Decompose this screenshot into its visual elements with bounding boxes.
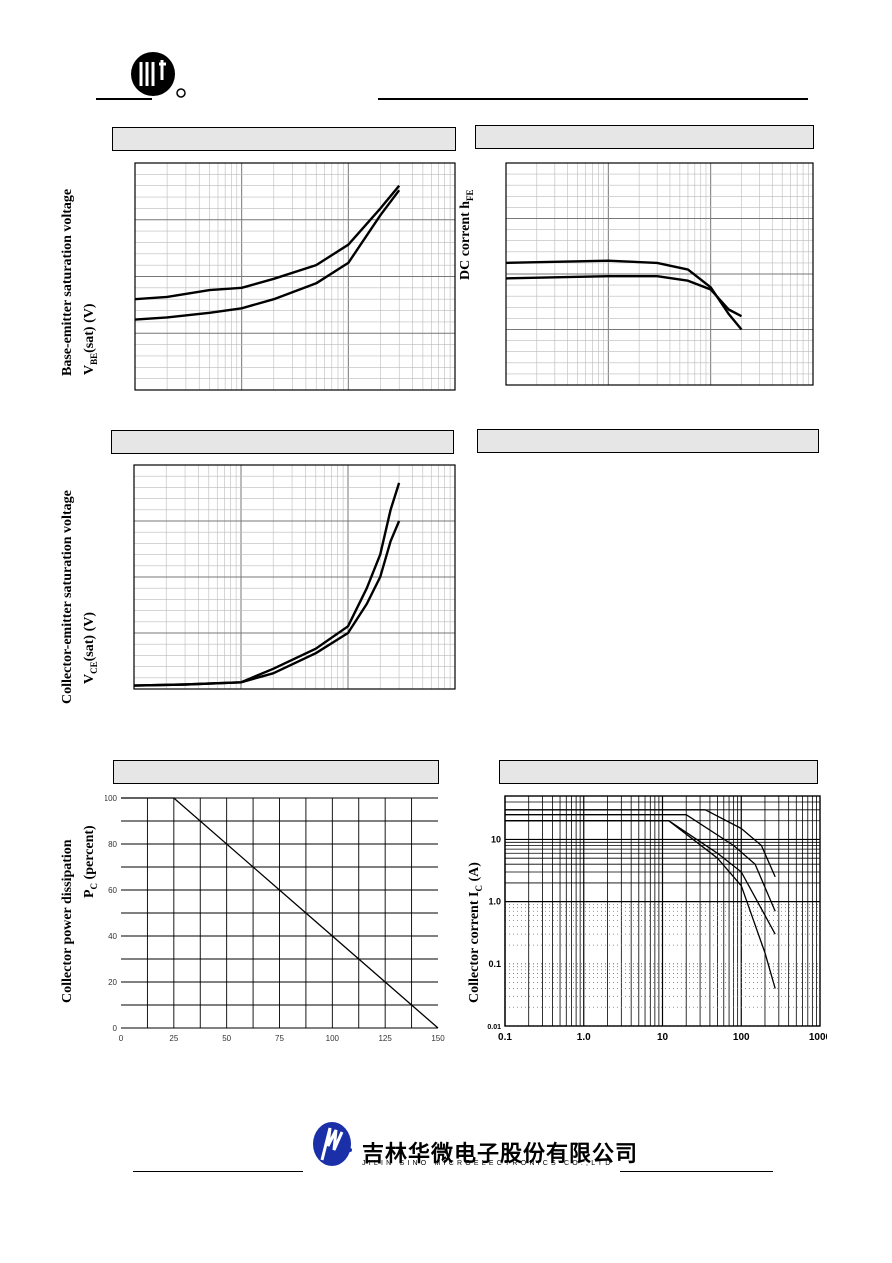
panel-title-empty bbox=[477, 429, 819, 453]
pc-ytick-label: 100 bbox=[105, 794, 118, 803]
panel-title-pc bbox=[113, 760, 439, 784]
vbe-ylabel-line1: Base-emitter saturation voltage bbox=[60, 188, 75, 376]
soa-xtick-label: 0.1 bbox=[498, 1032, 512, 1043]
vce-frame bbox=[133, 464, 456, 690]
pc-ylabel-line2: PC (percent) bbox=[82, 825, 99, 898]
vbe-frame bbox=[134, 162, 456, 391]
panel-title-hfe bbox=[475, 125, 814, 149]
pc-series-1 bbox=[121, 797, 439, 1029]
hfe-series-1 bbox=[505, 259, 743, 331]
pc-xtick-label: 75 bbox=[275, 1034, 284, 1043]
soa-frame bbox=[504, 795, 821, 1027]
soa-ytick-label: 10 bbox=[491, 834, 501, 844]
footer-rule-right bbox=[620, 1171, 773, 1172]
soa-ytick-label: 0.01 bbox=[487, 1024, 501, 1031]
pc-xtick-label: 0 bbox=[119, 1034, 124, 1043]
soa-xtick-label: 100 bbox=[733, 1032, 750, 1043]
pc-xtick-label: 50 bbox=[222, 1034, 231, 1043]
panel-title-soa bbox=[499, 760, 818, 784]
company-name-cn: 吉林华微电子股份有限公司 bbox=[362, 1142, 639, 1167]
company-footer-logo bbox=[312, 1120, 356, 1168]
vce-sat-chart bbox=[133, 464, 456, 690]
vbe-series-1 bbox=[134, 184, 401, 301]
vce-ylabel-line2: VCE(sat) (V) bbox=[82, 611, 99, 684]
header-rule-left bbox=[96, 98, 152, 100]
company-name-en: JILIN SINO MICROELECTRONICS CO.,LTD bbox=[362, 1160, 614, 1167]
pc-ylabel-line1: Collector power dissipation bbox=[60, 839, 75, 1003]
vce-ylabel-line1: Collector-emitter saturation voltage bbox=[60, 490, 75, 704]
hfe-series-2 bbox=[505, 274, 743, 318]
soa-series-4 bbox=[505, 820, 776, 989]
hfe-ylabel: DC corrent hFE bbox=[458, 189, 475, 280]
pc-xtick-label: 100 bbox=[326, 1034, 340, 1043]
pc-xtick-label: 150 bbox=[431, 1034, 445, 1043]
vce-series-2 bbox=[133, 520, 401, 687]
pc-ytick-label: 0 bbox=[113, 1024, 118, 1033]
pc-xtick-label: 125 bbox=[378, 1034, 392, 1043]
footer-rule-left bbox=[133, 1171, 303, 1172]
vbe-sat-chart bbox=[134, 162, 456, 391]
pc-ytick-label: 80 bbox=[108, 840, 117, 849]
pc-ytick-label: 60 bbox=[108, 886, 117, 895]
hfe-frame bbox=[505, 162, 814, 386]
soa-series-2 bbox=[505, 814, 776, 912]
pc-derating-chart: 0 25 50 75 100 125 150 0 20 40 60 80 100 bbox=[105, 794, 445, 1043]
panel-title-vce bbox=[111, 430, 454, 454]
panel-title-vbe bbox=[112, 127, 456, 151]
vbe-series-2 bbox=[134, 189, 401, 321]
company-logo bbox=[128, 50, 190, 100]
pc-ytick-label: 40 bbox=[108, 932, 117, 941]
soa-ytick-label: 1.0 bbox=[488, 897, 501, 907]
soa-series-1 bbox=[505, 809, 776, 878]
header-rule-right bbox=[378, 98, 808, 100]
soa-ytick-label: 0.1 bbox=[488, 959, 501, 969]
vbe-ylabel-line2: VBE(sat) (V) bbox=[82, 303, 99, 375]
hfe-chart bbox=[505, 162, 814, 386]
soa-chart: 0.11.01010010000.010.11.010 bbox=[487, 795, 827, 1043]
pc-xtick-label: 25 bbox=[169, 1034, 178, 1043]
pc-ytick-label: 20 bbox=[108, 978, 117, 987]
soa-xtick-label: 1.0 bbox=[577, 1032, 591, 1043]
soa-xtick-label: 10 bbox=[657, 1032, 669, 1043]
